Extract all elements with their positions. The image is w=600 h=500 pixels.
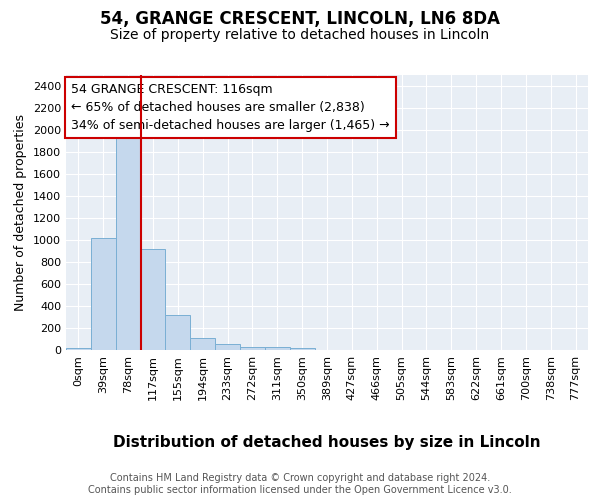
Text: 54 GRANGE CRESCENT: 116sqm
← 65% of detached houses are smaller (2,838)
34% of s: 54 GRANGE CRESCENT: 116sqm ← 65% of deta…: [71, 83, 390, 132]
Text: Contains HM Land Registry data © Crown copyright and database right 2024.
Contai: Contains HM Land Registry data © Crown c…: [88, 474, 512, 495]
Text: Size of property relative to detached houses in Lincoln: Size of property relative to detached ho…: [110, 28, 490, 42]
Bar: [116, 138, 140, 350]
Bar: [215, 344, 240, 350]
Bar: [91, 238, 116, 350]
Y-axis label: Number of detached properties: Number of detached properties: [14, 114, 28, 311]
Bar: [190, 338, 215, 350]
Bar: [66, 348, 91, 350]
Bar: [290, 348, 314, 350]
Bar: [265, 346, 290, 350]
Bar: [240, 346, 265, 350]
Bar: [166, 315, 190, 350]
Text: 54, GRANGE CRESCENT, LINCOLN, LN6 8DA: 54, GRANGE CRESCENT, LINCOLN, LN6 8DA: [100, 10, 500, 28]
Bar: [140, 249, 166, 350]
Text: Distribution of detached houses by size in Lincoln: Distribution of detached houses by size …: [113, 435, 541, 450]
